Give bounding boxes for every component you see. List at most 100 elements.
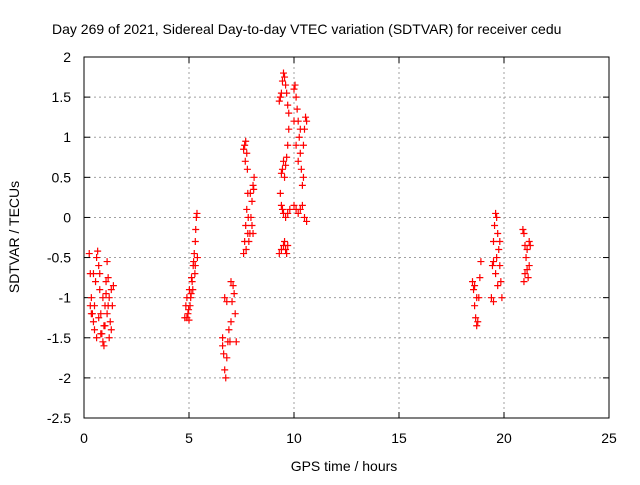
data-point: [488, 262, 496, 270]
x-tick-label: 15: [391, 430, 407, 446]
data-point: [250, 173, 258, 181]
data-point: [283, 153, 291, 161]
data-point: [104, 302, 112, 310]
data-point: [284, 101, 292, 109]
data-point: [193, 209, 201, 217]
data-point: [278, 205, 286, 213]
x-tick-label: 25: [601, 430, 617, 446]
data-point: [492, 270, 500, 278]
data-point: [103, 258, 111, 266]
data-point: [91, 326, 98, 334]
y-tick-label: -1: [59, 290, 72, 306]
data-point: [106, 318, 114, 326]
data-point: [520, 229, 528, 237]
data-point: [221, 294, 229, 302]
data-point: [296, 125, 304, 133]
data-point: [277, 201, 285, 209]
data-point: [105, 334, 113, 342]
data-point: [223, 354, 231, 362]
data-point: [95, 314, 103, 322]
data-point: [245, 238, 253, 246]
data-points: [85, 69, 534, 382]
data-point: [473, 322, 481, 330]
y-tick-label: 1: [63, 129, 71, 145]
data-point: [107, 326, 115, 334]
y-tick-label: 0.5: [52, 169, 72, 185]
data-point: [94, 247, 102, 255]
data-point: [471, 302, 479, 310]
data-point: [526, 242, 534, 250]
data-point: [299, 173, 307, 181]
data-point: [496, 262, 504, 270]
data-point: [296, 149, 304, 157]
data-point: [102, 290, 110, 298]
y-tick-label: 0: [63, 209, 71, 225]
data-point: [493, 254, 501, 262]
data-point: [477, 258, 485, 266]
data-point: [96, 286, 104, 294]
data-point: [99, 338, 107, 346]
data-point: [222, 374, 230, 382]
data-point: [105, 294, 113, 302]
data-point: [295, 133, 303, 141]
data-point: [244, 213, 252, 221]
data-point: [498, 294, 506, 302]
data-point: [243, 149, 251, 157]
data-point: [284, 209, 292, 217]
y-tick-label: -2: [59, 370, 72, 386]
data-point: [243, 165, 251, 173]
data-point: [240, 250, 248, 258]
data-point: [93, 334, 101, 342]
y-tick-label: -1.5: [47, 330, 71, 346]
data-point: [284, 141, 292, 149]
data-point: [89, 318, 97, 326]
data-point: [225, 326, 233, 334]
data-point: [97, 310, 105, 318]
data-point: [292, 141, 300, 149]
y-tick-labels: -2.5 -2 -1.5 -1 -0.5 0 0.5 1 1.5 2: [47, 49, 71, 426]
x-axis-label: GPS time / hours: [291, 458, 398, 474]
data-point: [303, 117, 311, 125]
data-point: [96, 270, 104, 278]
y-tick-label: -0.5: [47, 250, 71, 266]
data-point: [275, 250, 283, 258]
x-tick-labels: 0 5 10 15 20 25: [80, 430, 617, 446]
data-point: [469, 278, 476, 286]
data-point: [85, 250, 93, 258]
data-point: [101, 322, 109, 330]
data-point: [523, 266, 531, 274]
data-point: [242, 221, 250, 229]
data-point: [293, 105, 301, 113]
data-point: [219, 334, 227, 342]
data-point: [86, 302, 94, 310]
data-point: [292, 93, 300, 101]
data-point: [495, 246, 503, 254]
data-point: [192, 225, 200, 233]
data-point: [520, 278, 528, 286]
data-point: [276, 189, 284, 197]
plot-frame: [83, 56, 610, 419]
data-point: [496, 238, 504, 246]
data-point: [87, 310, 95, 318]
data-point: [281, 173, 289, 181]
data-point: [231, 310, 239, 318]
data-point: [190, 250, 198, 258]
data-point: [109, 282, 117, 290]
data-point: [240, 145, 248, 153]
data-point: [494, 282, 502, 290]
data-point: [473, 294, 481, 302]
data-point: [282, 161, 290, 169]
data-point: [286, 205, 294, 213]
data-point: [296, 205, 304, 213]
data-point: [282, 213, 290, 221]
data-point: [298, 181, 306, 189]
data-point: [521, 270, 529, 278]
data-point: [471, 282, 479, 290]
data-point: [281, 73, 289, 81]
data-point: [490, 298, 497, 306]
data-point: [290, 117, 298, 125]
data-point: [232, 338, 240, 346]
